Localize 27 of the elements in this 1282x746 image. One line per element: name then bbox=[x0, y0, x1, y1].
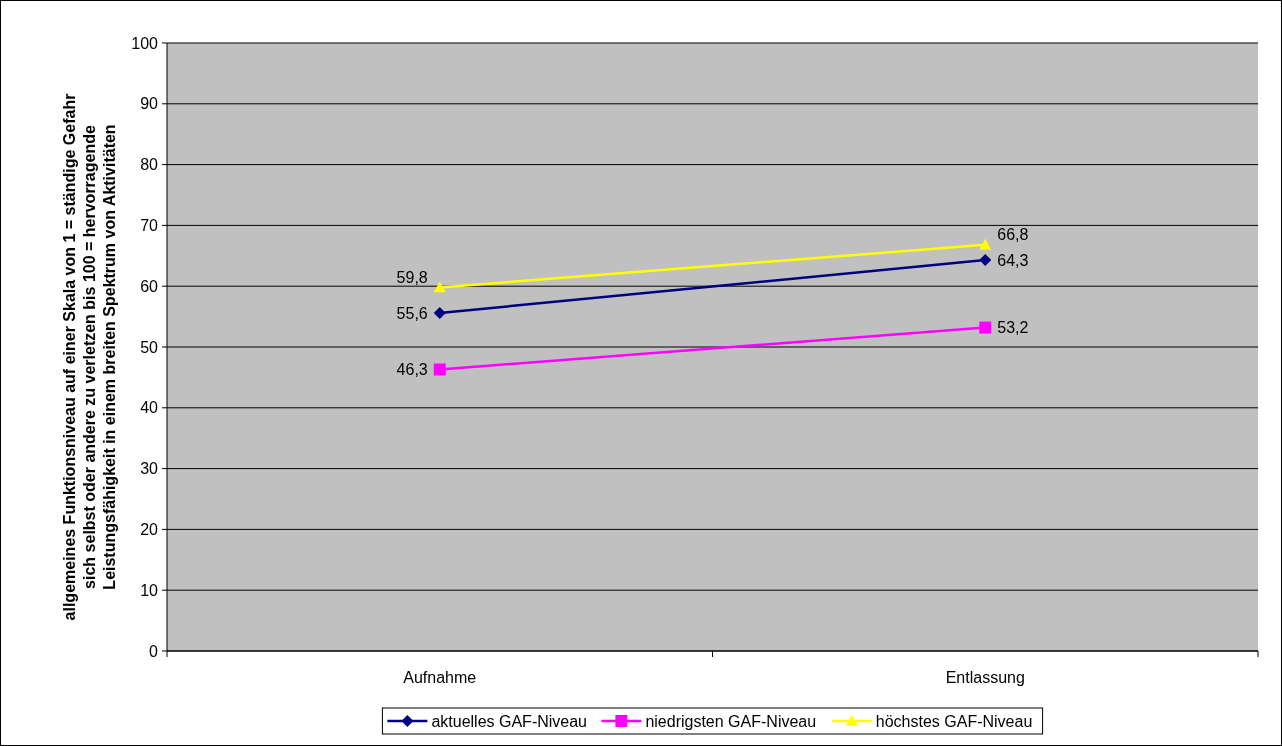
y-tick-label: 100 bbox=[131, 34, 159, 52]
y-tick-label: 80 bbox=[140, 156, 159, 174]
data-label: 53,2 bbox=[997, 319, 1029, 337]
legend-label: niedrigsten GAF-Niveau bbox=[645, 712, 817, 730]
y-tick-label: 40 bbox=[140, 399, 159, 417]
data-label: 59,8 bbox=[396, 269, 428, 287]
y-axis-title: allgemeines Funktionsniveau auf einer Skala von 1 = ständige Gefahr sich selbst oder andere zu verletzen bis 100 = hervorragende Leistungsfähigkeit in einem breiten Spektrum von Aktivitäten bbox=[61, 93, 118, 621]
point bbox=[433, 363, 446, 376]
point bbox=[979, 321, 992, 334]
legend-label: höchstes GAF-Niveau bbox=[875, 712, 1033, 730]
x-tick-label: Aufnahme bbox=[403, 669, 477, 686]
y-tick-label: 20 bbox=[140, 521, 159, 538]
data-label: 64,3 bbox=[997, 251, 1029, 269]
y-tick-label: 0 bbox=[149, 642, 159, 660]
point bbox=[433, 306, 446, 319]
y-tick-label: 70 bbox=[140, 217, 159, 234]
data-label: 55,6 bbox=[396, 304, 428, 322]
point bbox=[979, 254, 992, 267]
y-tick-label: 90 bbox=[140, 95, 159, 113]
data-label: 66,8 bbox=[997, 226, 1029, 244]
legend-label: aktuelles GAF-Niveau bbox=[431, 712, 588, 730]
y-tick-label: 50 bbox=[140, 338, 159, 356]
y-tick-label: 60 bbox=[140, 277, 159, 295]
x-tick-label: Entlassung bbox=[945, 669, 1025, 686]
data-label: 46,3 bbox=[396, 361, 428, 379]
y-tick-label: 10 bbox=[140, 581, 159, 599]
y-tick-label: 30 bbox=[140, 460, 159, 478]
